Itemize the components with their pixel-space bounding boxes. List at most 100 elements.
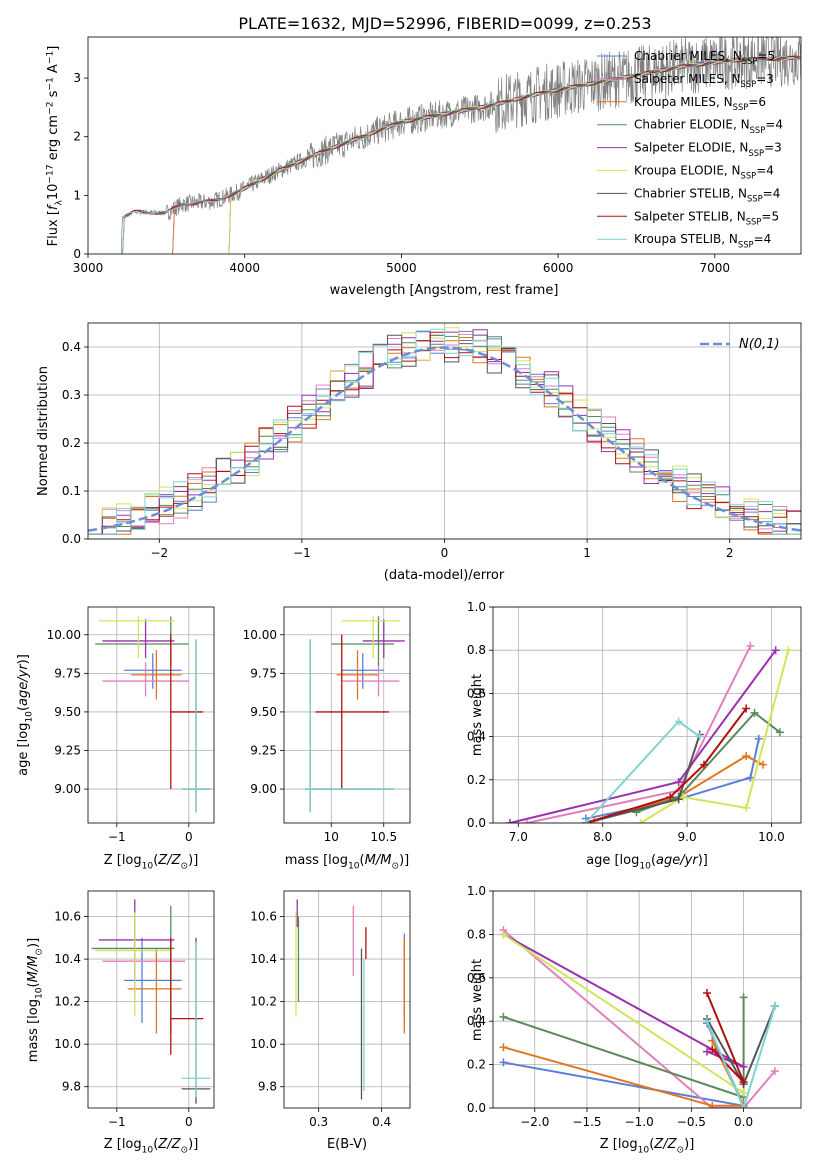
series-marker-2 — [759, 760, 768, 769]
x-tick-label: 10.5 — [370, 830, 397, 844]
y-tick-label: 10.6 — [54, 910, 81, 924]
x-tick-label: 0 — [441, 546, 449, 560]
y-tick-label: 9.50 — [54, 705, 81, 719]
y-tick-label: 9.25 — [250, 743, 277, 757]
x-axis-label: Z [log10(Z/Z⊙)] — [600, 1137, 695, 1156]
series-marker-4 — [674, 777, 683, 786]
series-marker-8 — [695, 732, 704, 741]
mass-vs-z-panel: −1 0 9.8 10.0 10.2 10.4 10.6 Z [log10(Z/Z⊙)] mas… — [26, 890, 215, 1156]
axes-frame — [87, 890, 215, 1109]
y-tick-label: 0 — [73, 247, 81, 261]
series-marker-7 — [708, 1045, 717, 1054]
series-marker-1 — [746, 641, 755, 650]
series-marker-4 — [703, 1047, 712, 1056]
y-tick-label: 1.0 — [467, 600, 486, 614]
data-spectrum-line — [120, 37, 801, 254]
legend-label: Chabrier STELIB, NSSP=4 — [634, 186, 780, 203]
legend-label: N(0,1) — [739, 337, 780, 352]
residuals-panel: −2 −1 0 1 2 0.0 0.1 0.2 0.3 0.4 N(0,1) (data-model)… — [36, 322, 802, 583]
y-tick-label: 1 — [73, 188, 81, 202]
y-tick-label: 0.6 — [467, 971, 486, 985]
legend-label: Kroupa MILES, NSSP=6 — [634, 95, 766, 112]
plot-area — [120, 37, 801, 254]
series-marker-8 — [739, 1104, 748, 1108]
series-marker-5 — [739, 1088, 748, 1097]
y-tick-label: 0.2 — [467, 773, 486, 787]
figure-title: PLATE=1632, MJD=52996, FIBERID=0099, z=0… — [238, 14, 651, 33]
y-tick-label: 10.0 — [54, 1037, 81, 1051]
plot-area — [295, 899, 405, 1100]
y-tick-label: 10.0 — [250, 1037, 277, 1051]
series-marker-8 — [674, 717, 683, 726]
series-marker-8 — [703, 1017, 712, 1026]
series-marker-7 — [703, 988, 712, 997]
normal-curve — [88, 346, 801, 532]
y-axis-label: mass [log10(M/M⊙)] — [26, 938, 45, 1062]
x-tick-label: 0.0 — [734, 1115, 753, 1129]
y-tick-label: 0.0 — [62, 532, 81, 546]
series-marker-2 — [708, 1101, 717, 1108]
x-tick-label: 10 — [324, 830, 339, 844]
series-marker-3 — [499, 1012, 508, 1021]
x-axis-label: E(B-V) — [327, 1137, 367, 1152]
series-marker-4 — [771, 646, 780, 655]
y-tick-label: 9.00 — [54, 782, 81, 796]
series-line-4 — [502, 933, 745, 1068]
series-line-5 — [640, 649, 790, 823]
series-line-1 — [502, 929, 776, 1108]
y-tick-label: 0.2 — [62, 436, 81, 450]
y-axis-label: mass weight — [470, 674, 485, 756]
y-tick-label: 10.4 — [54, 952, 81, 966]
y-tick-label: 1.0 — [467, 884, 486, 898]
y-tick-label: 10.2 — [54, 995, 81, 1009]
x-tick-label: 2 — [726, 546, 734, 560]
x-tick-label: 7.0 — [509, 830, 528, 844]
y-tick-label: 10.00 — [243, 628, 277, 642]
axes-frame — [87, 322, 802, 540]
series-marker-2 — [742, 752, 751, 761]
legend-label: Kroupa ELODIE, NSSP=4 — [634, 164, 774, 181]
y-tick-label: 0.0 — [467, 1101, 486, 1115]
x-tick-label: −1 — [293, 546, 311, 560]
axes-frame — [87, 36, 802, 255]
legend-label: Salpeter ELODIE, NSSP=3 — [634, 141, 782, 158]
series-marker-0 — [754, 734, 763, 743]
axes-frame — [283, 606, 411, 824]
y-axis-label: age [log10(age/yr)] — [16, 654, 35, 776]
x-tick-label: 0 — [185, 1115, 193, 1129]
x-tick-label: 5000 — [386, 261, 417, 275]
series-line-0 — [585, 738, 760, 820]
series-marker-6 — [674, 795, 683, 804]
model-line-8 — [122, 56, 800, 254]
legend-label: Salpeter STELIB, NSSP=5 — [634, 209, 779, 226]
x-tick-label: 0 — [185, 830, 193, 844]
y-tick-label: 9.25 — [54, 743, 81, 757]
series-marker-3 — [739, 993, 748, 1002]
x-tick-label: −0.5 — [677, 1115, 706, 1129]
series-marker-5 — [499, 930, 508, 939]
legend-label: Kroupa STELIB, NSSP=4 — [634, 232, 771, 249]
y-tick-label: 9.75 — [250, 666, 277, 680]
y-tick-label: 0.8 — [467, 927, 486, 941]
histogram-step-8 — [88, 328, 801, 535]
series-marker-7 — [742, 704, 751, 713]
x-axis-label: mass [log10(M/M⊙)] — [285, 853, 409, 872]
x-axis-label: (data-model)/error — [384, 568, 505, 583]
massweight-vs-age-panel: 7.0 8.0 9.0 10.0 0.0 0.2 0.4 0.6 0.8 1.0 age [log1… — [467, 600, 802, 872]
series-marker-7 — [666, 793, 675, 802]
series-marker-7 — [739, 1077, 748, 1086]
axes-frame — [492, 606, 802, 824]
plot-area — [91, 899, 211, 1104]
series-marker-1 — [522, 819, 531, 823]
x-axis-label: wavelength [Angstrom, rest frame] — [330, 283, 559, 298]
legend-label: Chabrier ELODIE, NSSP=4 — [634, 118, 783, 135]
series-marker-4 — [505, 819, 514, 823]
massweight-vs-z-panel: −2.0 −1.5 −1.0 −0.5 0.0 0.0 0.2 0.4 0.6 0.8 1.0 Z [… — [467, 884, 802, 1156]
y-tick-label: 0.8 — [467, 643, 486, 657]
y-tick-label: 9.8 — [62, 1080, 81, 1094]
x-tick-label: 6000 — [543, 261, 574, 275]
series-marker-1 — [770, 1067, 779, 1076]
axes-frame — [283, 890, 411, 1109]
y-tick-label: 0.6 — [467, 686, 486, 700]
y-axis-label: Normed distribution — [36, 366, 51, 496]
